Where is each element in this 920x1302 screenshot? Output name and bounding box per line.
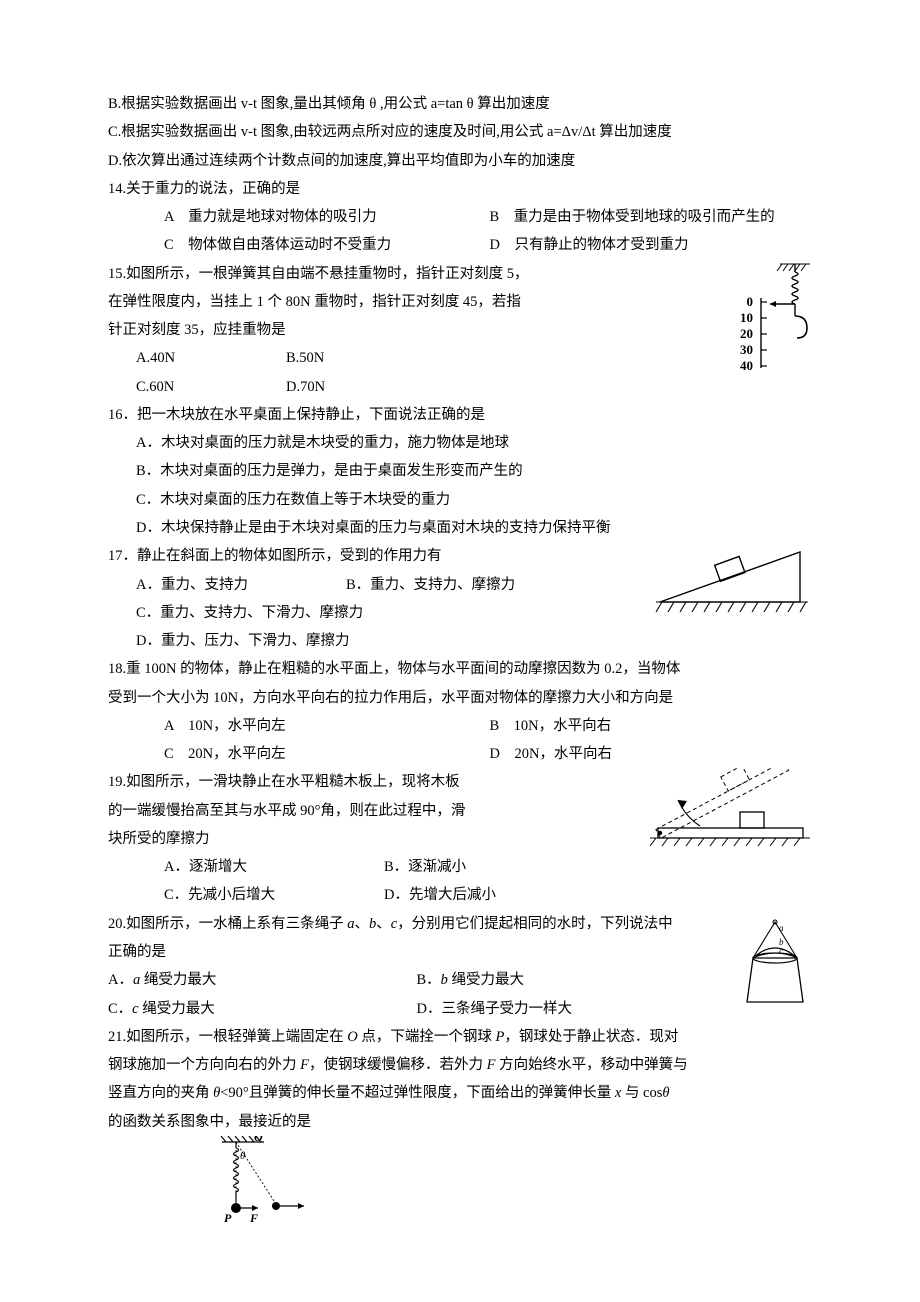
- pre-option-d: D.依次算出通过连续两个计数点间的加速度,算出平均值即为小车的加速度: [108, 147, 815, 175]
- q14-option-d: D 只有静止的物体才受到重力: [490, 231, 816, 259]
- q20-option-b: B．b 绳受力最大: [417, 966, 726, 994]
- svg-text:20: 20: [740, 326, 753, 341]
- q21-figure: O P F θ: [218, 1136, 815, 1226]
- spring-ball-force-icon: O P F θ: [218, 1136, 328, 1226]
- svg-text:a: a: [779, 923, 784, 933]
- q18-option-c: C 20N，水平向左: [164, 740, 490, 768]
- q18-line2: 受到一个大小为 10N，方向水平向右的拉力作用后，水平面对物体的摩擦力大小和方向…: [108, 684, 815, 712]
- q15-line3: 针正对刻度 35，应挂重物是: [108, 316, 815, 344]
- q19-option-d: D．先增大后减小: [384, 881, 604, 909]
- lifting-board-icon: [640, 768, 815, 853]
- q19-figure: [640, 768, 815, 853]
- bucket-ropes-icon: a b c: [735, 916, 815, 1008]
- q15-line1: 15.如图所示，一根弹簧其自由端不悬挂重物时，指针正对刻度 5，: [108, 260, 815, 288]
- q16-option-a: A．木块对桌面的压力就是木块受的重力，施力物体是地球: [108, 429, 815, 457]
- q17-option-d: D．重力、压力、下滑力、摩擦力: [108, 627, 815, 655]
- incline-block-icon: [650, 542, 815, 617]
- q14-option-a: A 重力就是地球对物体的吸引力: [164, 203, 490, 231]
- svg-text:40: 40: [740, 358, 753, 370]
- svg-text:P: P: [224, 1211, 232, 1225]
- q21-line4: 的函数关系图象中，最接近的是: [108, 1108, 815, 1136]
- q20-option-d: D．三条绳子受力一样大: [417, 995, 726, 1023]
- q15-line2: 在弹性限度内，当挂上 1 个 80N 重物时，指针正对刻度 45，若指: [108, 288, 815, 316]
- svg-text:10: 10: [740, 310, 753, 325]
- q20-option-a: A．a 绳受力最大: [108, 966, 417, 994]
- q18-option-b: B 10N，水平向右: [490, 712, 816, 740]
- q17-option-a: A．重力、支持力: [136, 571, 346, 599]
- q16-option-d: D．木块保持静止是由于木块对桌面的压力与桌面对木块的支持力保持平衡: [108, 514, 815, 542]
- q18-line1: 18.重 100N 的物体，静止在粗糙的水平面上，物体与水平面间的动摩擦因数为 …: [108, 655, 815, 683]
- svg-text:O: O: [254, 1136, 263, 1144]
- q21-line2: 钢球施加一个方向向右的外力 F，使钢球缓慢偏移．若外力 F 方向始终水平，移动中…: [108, 1051, 815, 1079]
- q15-option-a: A.40N: [136, 344, 286, 372]
- q20-option-c: C．c 绳受力最大: [108, 995, 417, 1023]
- svg-text:30: 30: [740, 342, 753, 357]
- q15-option-d: D.70N: [286, 373, 436, 401]
- q17-figure: [650, 542, 815, 617]
- q15-figure: 0 10 20 30 40: [720, 260, 815, 370]
- q21-line3: 竖直方向的夹角 θ<90°且弹簧的伸长量不超过弹性限度，下面给出的弹簧伸长量 x…: [108, 1079, 815, 1107]
- q16-stem: 16．把一木块放在水平桌面上保持静止，下面说法正确的是: [108, 401, 815, 429]
- q16-option-b: B．木块对桌面的压力是弹力，是由于桌面发生形变而产生的: [108, 457, 815, 485]
- q20-figure: a b c: [735, 916, 815, 1008]
- pre-option-c: C.根据实验数据画出 v-t 图象,由较远两点所对应的速度及时间,用公式 a=Δ…: [108, 118, 815, 146]
- svg-text:θ: θ: [240, 1150, 246, 1162]
- q20-stem-line2: 正确的是: [108, 938, 815, 966]
- spring-scale-icon: 0 10 20 30 40: [720, 260, 815, 370]
- svg-text:c: c: [779, 946, 783, 956]
- q18-option-d: D 20N，水平向右: [490, 740, 816, 768]
- q19-option-b: B．逐渐减小: [384, 853, 604, 881]
- pre-option-b: B.根据实验数据画出 v-t 图象,量出其倾角 θ ,用公式 a=tan θ 算…: [108, 90, 815, 118]
- svg-text:0: 0: [747, 294, 754, 309]
- q19-option-a: A．逐渐增大: [164, 853, 384, 881]
- q15-option-b: B.50N: [286, 344, 436, 372]
- svg-text:F: F: [249, 1211, 258, 1225]
- q16-option-c: C．木块对桌面的压力在数值上等于木块受的重力: [108, 486, 815, 514]
- q21-line1: 21.如图所示，一根轻弹簧上端固定在 O 点，下端拴一个钢球 P，钢球处于静止状…: [108, 1023, 815, 1051]
- q14-option-b: B 重力是由于物体受到地球的吸引而产生的: [490, 203, 816, 231]
- q18-option-a: A 10N，水平向左: [164, 712, 490, 740]
- q14-option-c: C 物体做自由落体运动时不受重力: [164, 231, 490, 259]
- q20-stem-line1: 20.如图所示，一水桶上系有三条绳子 a、b、c，分别用它们提起相同的水时，下列…: [108, 910, 815, 938]
- q14-stem: 14.关于重力的说法，正确的是: [108, 175, 815, 203]
- q19-option-c: C．先减小后增大: [164, 881, 384, 909]
- q17-option-b: B．重力、支持力、摩擦力: [346, 571, 556, 599]
- q15-option-c: C.60N: [136, 373, 286, 401]
